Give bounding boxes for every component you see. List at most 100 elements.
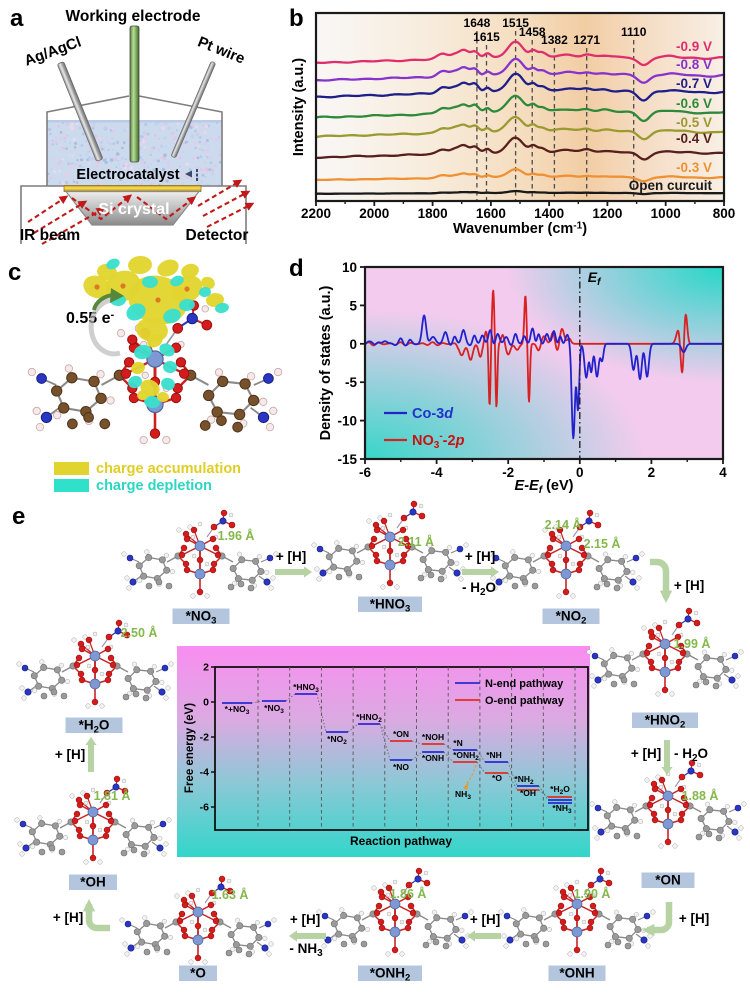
svg-text:2.50 Å: 2.50 Å: [121, 625, 158, 640]
svg-text:-15: -15: [337, 452, 357, 467]
svg-text:-0.6 V: -0.6 V: [676, 96, 712, 111]
svg-text:*NH2: *NH2: [514, 774, 534, 786]
svg-text:*ONH: *ONH: [559, 966, 594, 981]
svg-text:-6: -6: [200, 802, 209, 814]
svg-text:*ONH: *ONH: [422, 753, 444, 763]
svg-text:Electrocatalyst: Electrocatalyst: [76, 167, 179, 183]
svg-text:*NH: *NH: [486, 750, 502, 760]
svg-text:+ [H]: + [H]: [55, 747, 85, 762]
svg-text:b: b: [289, 5, 304, 32]
svg-text:2: 2: [648, 465, 656, 480]
svg-text:0: 0: [203, 697, 209, 709]
svg-text:O-end pathway: O-end pathway: [485, 695, 565, 707]
svg-text:*NO: *NO: [393, 762, 409, 772]
svg-text:1648: 1648: [464, 16, 491, 30]
svg-text:2.15 Å: 2.15 Å: [584, 536, 621, 551]
svg-text:-0.8 V: -0.8 V: [676, 57, 712, 72]
svg-text:-10: -10: [337, 414, 357, 429]
svg-text:charge depletion: charge depletion: [96, 478, 212, 494]
svg-text:2.11 Å: 2.11 Å: [398, 534, 434, 549]
svg-text:c: c: [8, 259, 21, 286]
svg-text:*NO2: *NO2: [556, 609, 587, 627]
svg-text:NH3: NH3: [455, 789, 471, 801]
svg-text:Working electrode: Working electrode: [66, 8, 201, 25]
svg-text:*ON: *ON: [655, 873, 681, 888]
svg-text:-2: -2: [200, 732, 209, 744]
svg-text:1110: 1110: [621, 25, 647, 39]
svg-text:1458: 1458: [519, 25, 546, 39]
svg-text:*OH: *OH: [80, 875, 106, 890]
svg-text:*ONH2: *ONH2: [453, 750, 479, 762]
svg-text:+ [H]: + [H]: [465, 549, 495, 564]
svg-text:Ag/AgCl: Ag/AgCl: [22, 33, 83, 69]
svg-text:1271: 1271: [573, 33, 600, 47]
svg-text:*O: *O: [492, 773, 502, 783]
svg-text:1515: 1515: [502, 16, 529, 30]
svg-text:- NH3: - NH3: [289, 941, 323, 959]
svg-text:-6: -6: [359, 465, 371, 480]
svg-text:*NOH: *NOH: [422, 732, 444, 742]
svg-text:1382: 1382: [541, 33, 568, 47]
svg-text:*HNO3: *HNO3: [370, 597, 411, 615]
svg-text:Open curcuit: Open curcuit: [629, 178, 713, 193]
svg-text:NO3--2p: NO3--2p: [412, 431, 465, 451]
svg-text:1.88 Å: 1.88 Å: [682, 788, 719, 803]
svg-text:-0.7 V: -0.7 V: [676, 76, 712, 91]
svg-text:+ [H]: + [H]: [276, 549, 306, 564]
svg-text:charge accumulation: charge accumulation: [96, 461, 241, 477]
svg-text:Reaction pathway: Reaction pathway: [350, 834, 452, 848]
svg-text:+ [H]: + [H]: [679, 911, 709, 926]
svg-text:Pt wire: Pt wire: [195, 33, 247, 67]
svg-text:*OH: *OH: [520, 788, 536, 798]
svg-text:4: 4: [719, 465, 727, 480]
svg-text:2000: 2000: [359, 206, 389, 221]
svg-text:1800: 1800: [418, 206, 448, 221]
svg-text:*NO3: *NO3: [264, 703, 284, 715]
svg-text:1000: 1000: [651, 206, 681, 221]
svg-text:Free energy (eV): Free energy (eV): [184, 703, 196, 793]
svg-text:Si crystal: Si crystal: [98, 201, 169, 218]
svg-text:-2: -2: [502, 465, 514, 480]
svg-text:*ON: *ON: [393, 729, 409, 739]
svg-text:- H2O: - H2O: [462, 580, 496, 598]
svg-text:*HNO2: *HNO2: [645, 713, 686, 731]
svg-text:1.63 Å: 1.63 Å: [212, 887, 249, 902]
svg-text:-4: -4: [200, 767, 209, 779]
svg-text:1.86 Å: 1.86 Å: [390, 886, 427, 901]
svg-text:2: 2: [203, 662, 209, 674]
svg-text:Co-3d: Co-3d: [412, 406, 454, 422]
svg-text:-0.4 V: -0.4 V: [676, 131, 712, 146]
svg-text:1400: 1400: [534, 206, 564, 221]
svg-text:1200: 1200: [592, 206, 622, 221]
svg-text:1.99 Å: 1.99 Å: [674, 636, 711, 651]
svg-text:+ [H]: + [H]: [631, 746, 661, 761]
svg-text:IR beam: IR beam: [20, 227, 80, 244]
svg-text:*N: *N: [453, 738, 462, 748]
svg-text:1615: 1615: [473, 30, 500, 44]
svg-text:d: d: [289, 255, 304, 282]
svg-text:-0.3 V: -0.3 V: [676, 160, 712, 175]
svg-text:E-Ef (eV): E-Ef (eV): [515, 478, 574, 496]
svg-text:+ [H]: + [H]: [290, 912, 320, 927]
svg-text:1600: 1600: [476, 206, 506, 221]
svg-text:Detector: Detector: [186, 227, 249, 244]
svg-text:*H2O: *H2O: [79, 718, 110, 736]
svg-text:800: 800: [713, 206, 736, 221]
svg-text:*O: *O: [190, 966, 206, 981]
svg-text:a: a: [10, 5, 24, 32]
svg-text:+ [H]: + [H]: [470, 912, 500, 927]
svg-text:*NO3: *NO3: [186, 609, 217, 627]
svg-text:*HNO2: *HNO2: [356, 712, 382, 724]
svg-text:*H2O: *H2O: [550, 784, 570, 796]
svg-text:*+NO3: *+NO3: [225, 704, 250, 716]
svg-text:+ [H]: + [H]: [674, 578, 704, 593]
svg-text:0: 0: [576, 465, 584, 480]
svg-text:-5: -5: [345, 375, 357, 390]
svg-text:0: 0: [349, 337, 357, 352]
svg-text:e: e: [12, 503, 25, 530]
svg-text:1.96 Å: 1.96 Å: [218, 528, 255, 543]
svg-text:*NO2: *NO2: [327, 734, 347, 746]
svg-text:2200: 2200: [301, 206, 331, 221]
svg-text:*HNO3: *HNO3: [293, 682, 319, 694]
svg-text:5: 5: [349, 298, 357, 313]
